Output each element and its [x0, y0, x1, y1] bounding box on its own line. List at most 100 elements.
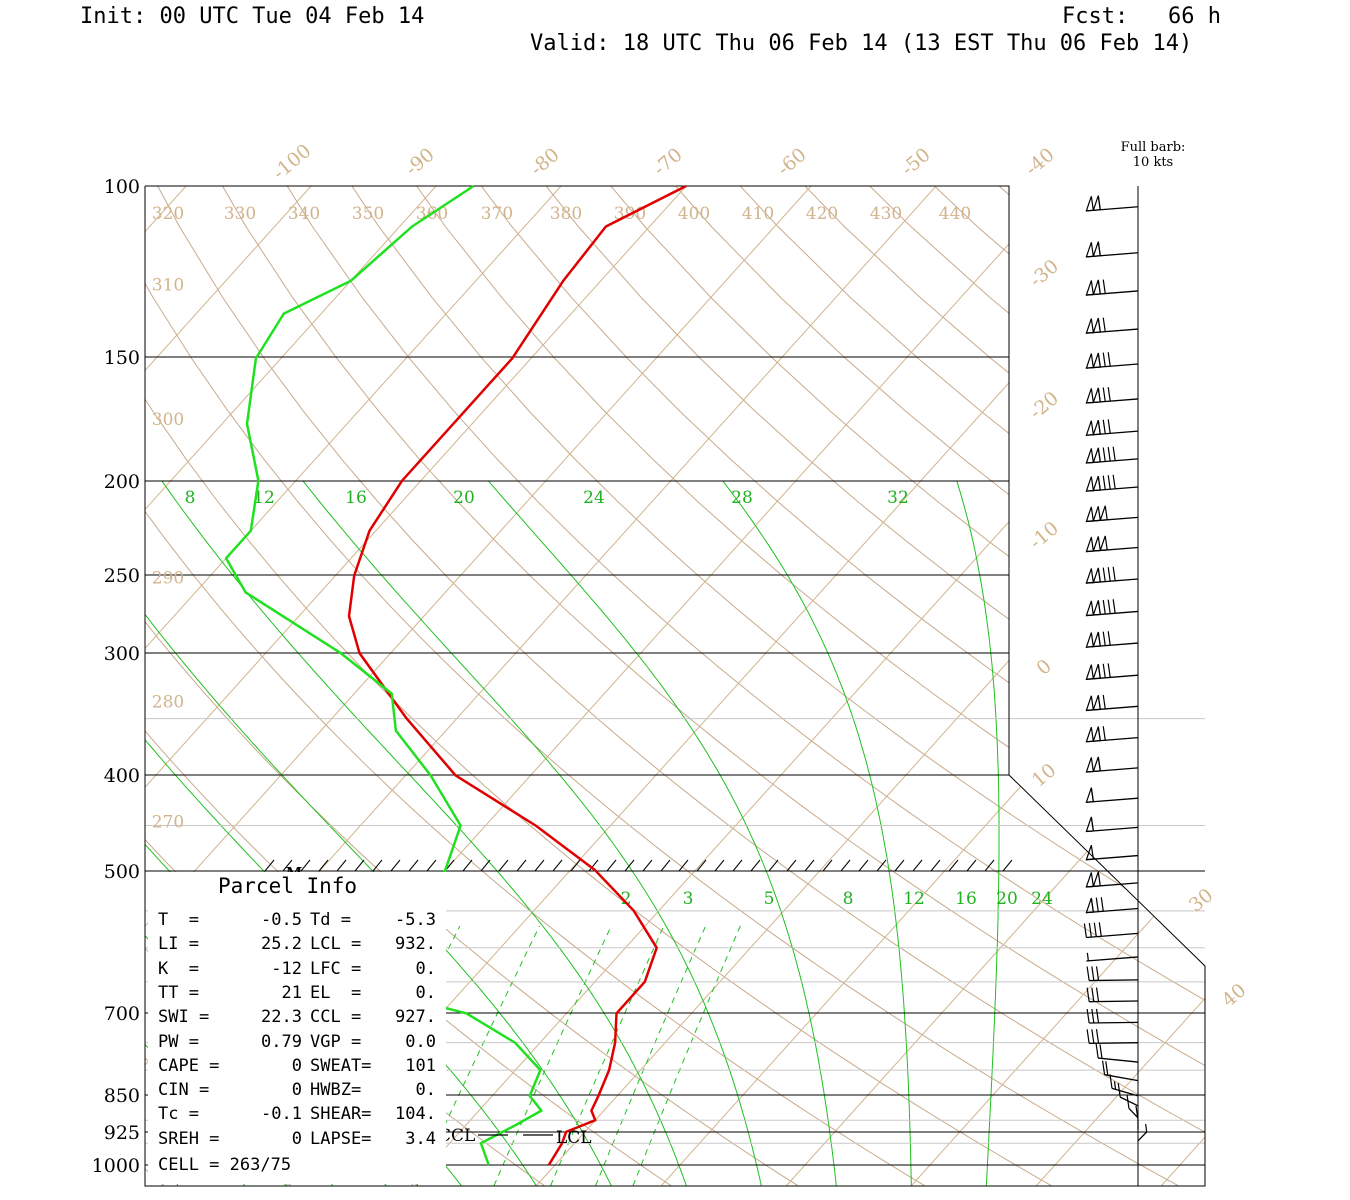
dewpoint-trace [224, 184, 543, 1166]
isotherm-label: 10 [1028, 759, 1061, 791]
theta-label: 340 [288, 204, 320, 224]
parcel-k1: TT = [158, 982, 199, 1003]
moist-adiabat [487, 480, 837, 1186]
isotherm-label: 0 [1032, 655, 1055, 680]
parcel-v2: 932. [395, 934, 436, 955]
parcel-v1: 0.79 [261, 1031, 302, 1052]
wind-barb [1085, 844, 1139, 861]
hatch-mark [822, 859, 833, 872]
hatch-mark [588, 859, 599, 872]
hatch-mark [300, 859, 311, 872]
pressure-tick-label: 200 [104, 471, 140, 493]
diagram-frame [144, 185, 1206, 1187]
wind-barb [1137, 1123, 1148, 1142]
parcel-v1: 0 [291, 1055, 302, 1076]
theta-label: 280 [152, 692, 184, 712]
hatch-mark [408, 859, 419, 872]
wind-barb [1109, 1074, 1139, 1097]
parcel-cell-value: CELL = 263/75 [158, 1155, 292, 1175]
hatch-mark [570, 859, 581, 872]
parcel-v1: -0.1 [261, 1104, 302, 1125]
hatch-mark [354, 859, 365, 872]
wind-barb [1085, 726, 1139, 743]
mixing-ratio-label: 3 [683, 889, 694, 909]
parcel-k2: LCL = [310, 934, 362, 955]
isotherm-label: -80 [526, 144, 564, 181]
mixing-ratio-label: 16 [345, 488, 367, 508]
parcel-k2: HWBZ= [310, 1080, 362, 1101]
wind-barb [1085, 419, 1139, 436]
wind-barb [1086, 1029, 1139, 1044]
theta-label: 320 [152, 204, 184, 224]
forecast-hour-label: Fcst: 66 h [1062, 4, 1221, 29]
sounding-traces [224, 184, 687, 1166]
isotherm-line [145, 186, 602, 1186]
wind-barb [1085, 694, 1139, 712]
parcel-v2: 0. [415, 1080, 436, 1101]
theta-label: 300 [152, 410, 184, 430]
hatch-mark [426, 859, 437, 872]
dry-adiabat [761, 186, 1205, 1186]
hatch-mark [804, 859, 815, 872]
wind-barbs [1083, 195, 1148, 1142]
parcel-k1: Tc = [158, 1104, 199, 1125]
dry-adiabat [0, 141, 37, 1186]
hatch-mark [732, 859, 743, 872]
mixing-ratio-label: 24 [583, 488, 605, 508]
hatch-mark [930, 859, 941, 872]
isotherm-label: -30 [1025, 255, 1063, 292]
temperature-trace [347, 184, 687, 1166]
parcel-k2: SWEAT= [310, 1055, 372, 1076]
parcel-info-row: K = -12 LFC = 0. [158, 959, 436, 983]
wind-barb [1085, 871, 1139, 888]
wind-barb [1085, 387, 1139, 404]
theta-label: 310 [152, 275, 184, 295]
theta-label: 290 [152, 568, 184, 588]
parcel-k1: LI = [158, 934, 199, 955]
barb-legend-line2: 10 kts [1133, 155, 1173, 170]
hatch-mark [606, 859, 617, 872]
hatch-mark [948, 859, 959, 872]
hatch-mark [768, 859, 779, 872]
mixing-ratio-label: 12 [253, 488, 275, 508]
mixing-ratio-label: 8 [185, 488, 196, 508]
wind-barb [1085, 897, 1139, 914]
parcel-info-row: CAPE = 0 SWEAT= 101 [158, 1056, 436, 1080]
parcel-k1: T = [158, 910, 199, 930]
mixing-ratio-label: 28 [731, 488, 753, 508]
pressure-tick-label: 700 [104, 1003, 140, 1025]
isotherm-label: -100 [269, 140, 316, 184]
dry-adiabat [196, 186, 1205, 1186]
wind-barb [1126, 1094, 1139, 1119]
parcel-v2: 3.4 [405, 1128, 436, 1149]
parcel-k2: SHEAR= [310, 1104, 372, 1125]
dry-adiabat [145, 186, 1205, 1186]
isotherm-line [785, 186, 1205, 1186]
mixing-ratio-label: 20 [453, 488, 475, 508]
isotherm-line [1160, 186, 1205, 1186]
parcel-v2: 104. [395, 1104, 436, 1125]
isotherm-label: -70 [649, 144, 687, 181]
wind-barb [1085, 195, 1139, 212]
parcel-info-row: SWI = 22.3 CCL = 927. [158, 1007, 436, 1031]
pressure-tick-label: 100 [104, 176, 140, 198]
init-time-label: Init: 00 UTC Tue 04 Feb 14 [80, 4, 425, 29]
wind-barb [1086, 1008, 1139, 1024]
hatch-mark [336, 859, 347, 872]
lcl-label: LCL [556, 1128, 592, 1148]
wind-barb [1085, 756, 1139, 773]
dry-adiabat [886, 186, 1205, 1186]
theta-label: 380 [550, 204, 582, 224]
dry-adiabat [145, 186, 925, 1186]
parcel-k2: CCL = [310, 1007, 362, 1028]
theta-label: 430 [870, 204, 902, 224]
parcel-info-row: T = -0.5 Td = -5.3 [158, 910, 436, 934]
hatch-mark [876, 859, 887, 872]
wind-barb [1085, 535, 1139, 553]
theta-label: 270 [152, 813, 184, 833]
parcel-k1: SWI = [158, 1007, 210, 1028]
dry-adiabat [510, 186, 1205, 1186]
parcel-info-title: Parcel Info [218, 874, 358, 898]
mixing-ratio-label: 2 [621, 889, 632, 909]
hatch-mark [984, 859, 995, 872]
